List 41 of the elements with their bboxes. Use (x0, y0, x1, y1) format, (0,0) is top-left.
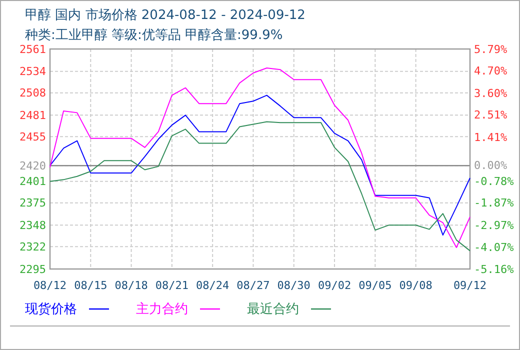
x-tick-label: 08/27 (236, 279, 270, 292)
y2-tick-label: 1.41% (474, 130, 508, 144)
y-tick-label: 2455 (20, 130, 46, 144)
x-tick-label: 09/02 (318, 279, 352, 292)
x-tick-label: 09/05 (358, 279, 392, 292)
legend-label: 现货价格 (25, 302, 77, 317)
x-tick-label: 08/12 (33, 279, 67, 292)
chart-title: 甲醇 国内 市场价格 2024-08-12 - 2024-09-12 (25, 8, 306, 23)
y-tick-label: 2348 (20, 219, 46, 232)
y-tick-label: 2481 (20, 109, 46, 122)
y-tick-label: 2322 (20, 240, 46, 254)
x-tick-label: 08/30 (277, 279, 310, 292)
x-tick-label: 09/08 (399, 279, 432, 292)
x-tick-label: 08/15 (74, 279, 108, 292)
y-tick-label: 2561 (20, 42, 46, 56)
y2-tick-label: -0.78% (474, 174, 514, 188)
x-tick-label: 09/12 (453, 279, 487, 292)
line-series (50, 121, 470, 252)
y-tick-label: 2534 (20, 65, 46, 78)
legend-label: 主力合约 (136, 301, 188, 317)
y2-tick-label: 0.00% (474, 159, 508, 172)
y2-tick-label: 4.70% (474, 64, 508, 78)
y-tick-label: 2508 (20, 86, 46, 100)
y2-tick-label: 2.51% (474, 108, 508, 122)
x-tick-label: 08/18 (114, 279, 148, 292)
y-tick-label: 2375 (20, 196, 46, 210)
y2-tick-label: -2.97% (474, 218, 514, 232)
y-tick-label: 2401 (20, 175, 46, 188)
x-tick-label: 08/24 (196, 279, 230, 292)
y2-tick-label: -4.07% (474, 240, 514, 254)
y2-tick-label: -1.87% (474, 196, 514, 210)
y2-tick-label: -5.16% (474, 262, 514, 276)
line-series (50, 94, 470, 236)
y-tick-label: 2420 (20, 159, 46, 172)
y2-tick-label: 3.60% (474, 86, 508, 100)
y-tick-label: 2295 (20, 262, 46, 276)
legend-label: 最近合约 (247, 302, 299, 317)
chart-subtitle: 种类:工业甲醇 等级:优等品 甲醇含量:99.9% (25, 28, 283, 43)
y2-tick-label: 5.79% (474, 42, 508, 56)
line-series (50, 68, 470, 248)
x-tick-label: 08/21 (155, 279, 188, 292)
